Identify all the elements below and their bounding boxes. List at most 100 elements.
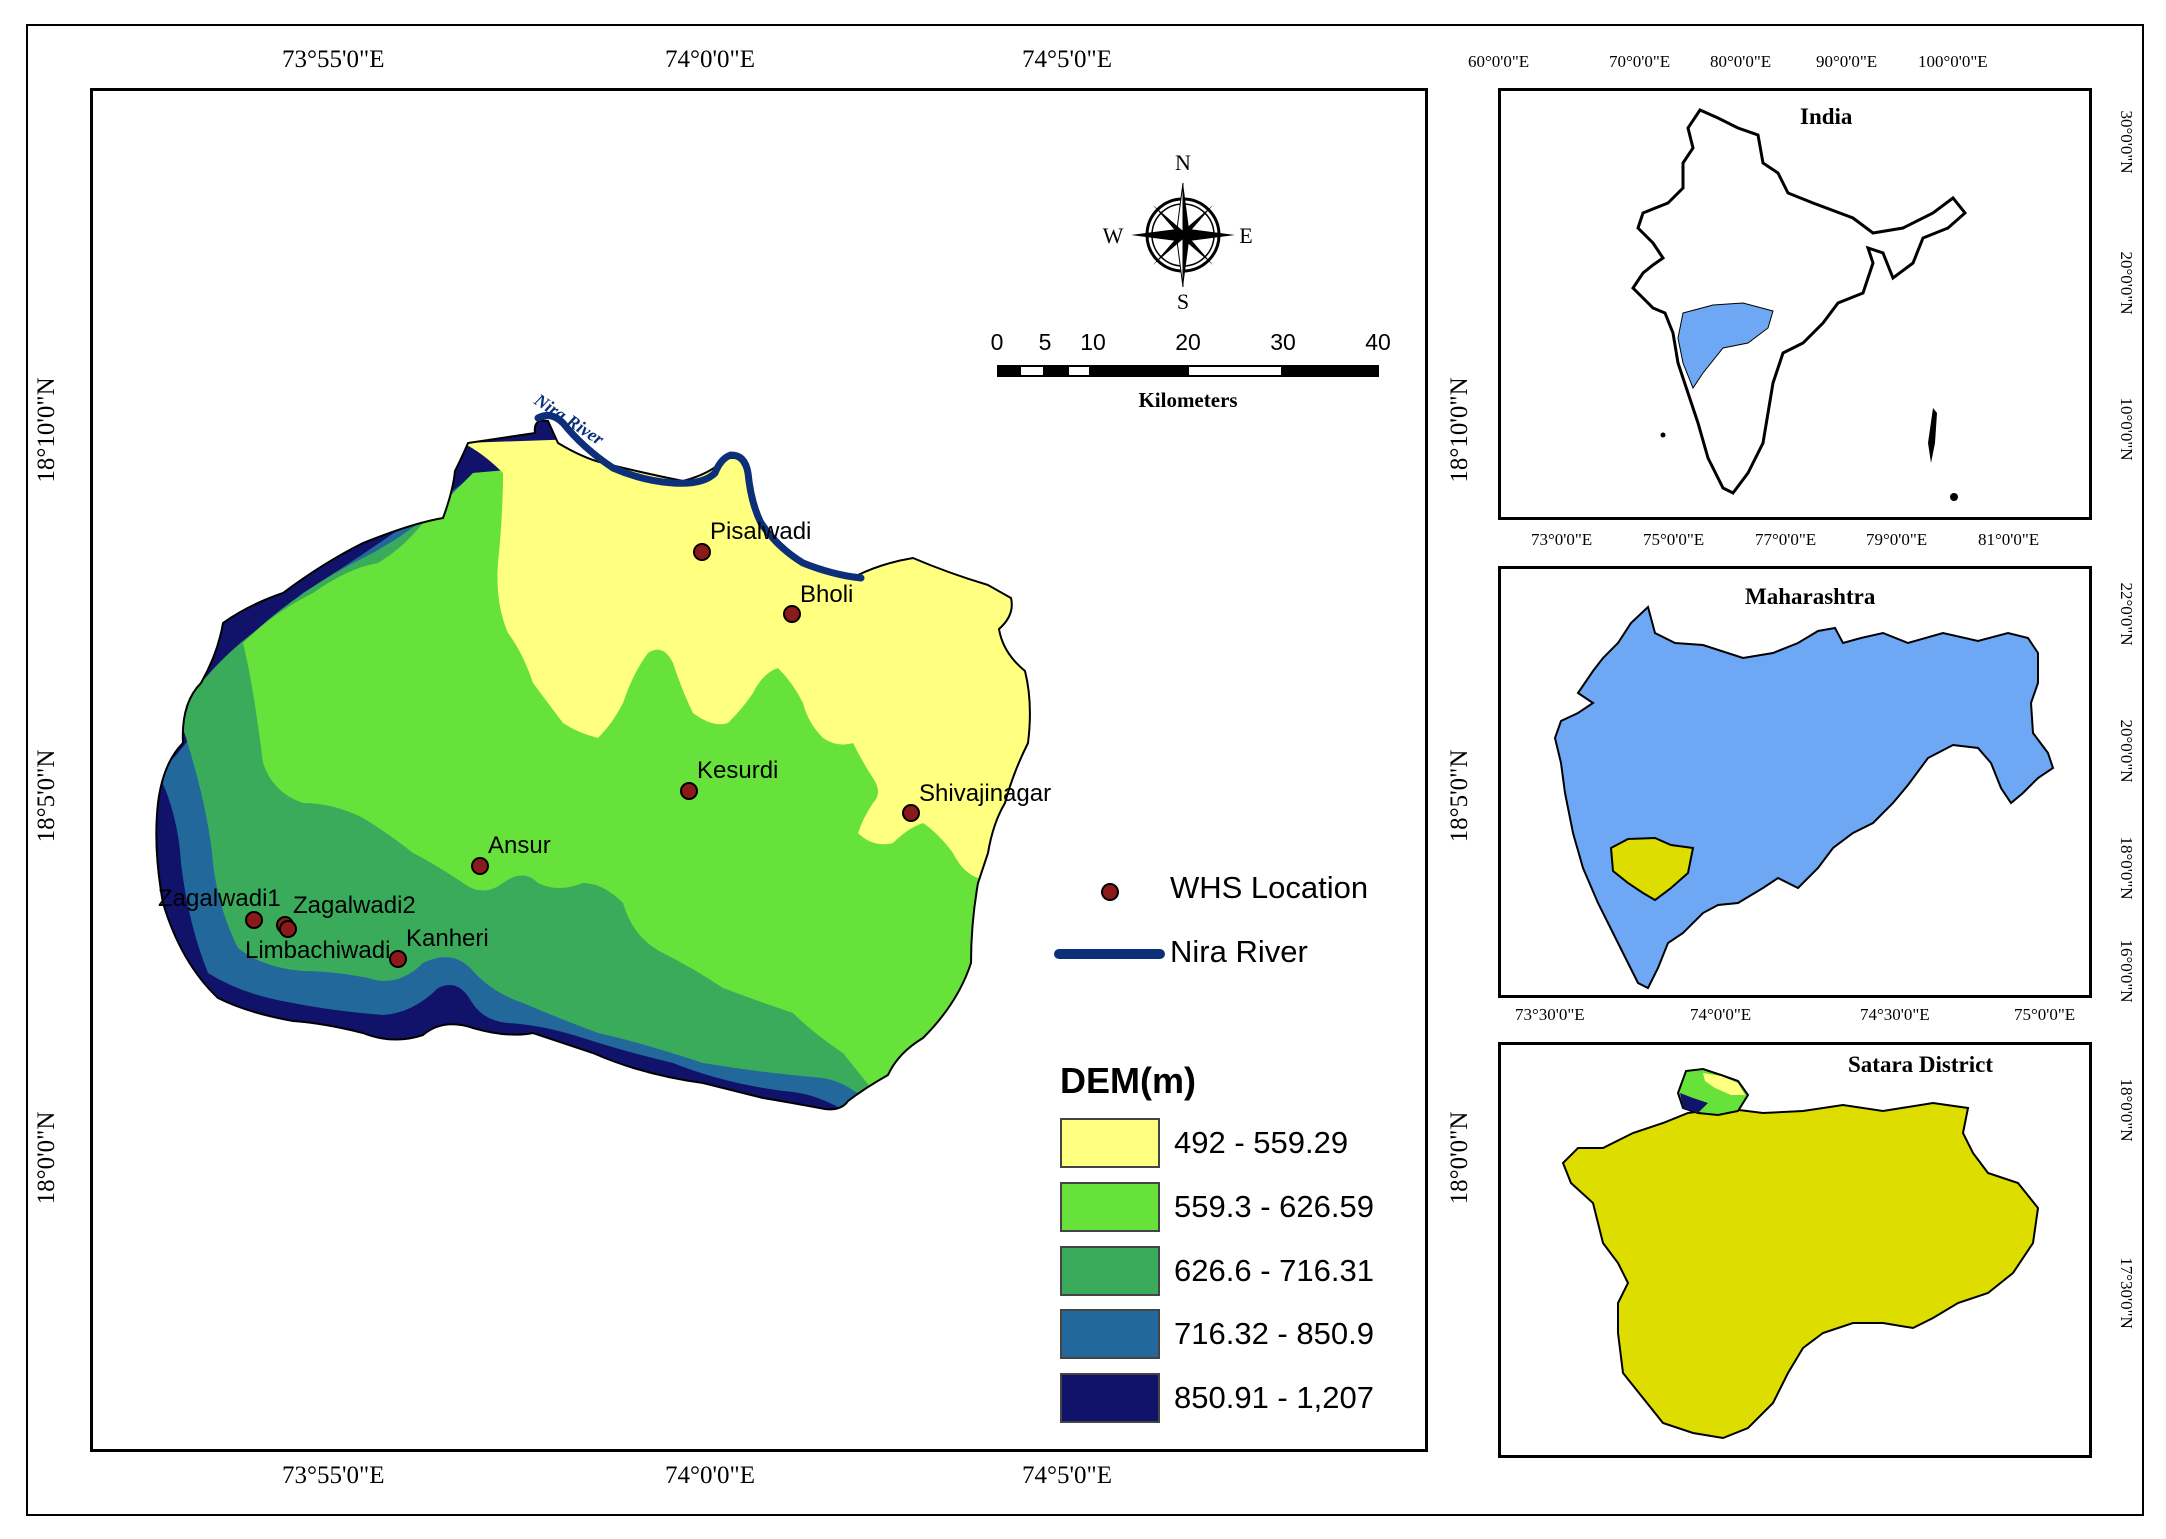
- compass-w: W: [1103, 223, 1124, 248]
- place-label: Kanheri: [406, 925, 489, 952]
- place-label: Pisalwadi: [710, 518, 811, 545]
- bottom-tick: 73°55'0"E: [282, 1462, 385, 1489]
- inset-bottom-tick: 74°30'0"E: [1860, 1005, 1930, 1024]
- india-title: India: [1800, 104, 1853, 129]
- inset-bottom-tick: 73°0'0"E: [1531, 530, 1593, 549]
- inset-top-tick: 70°0'0"E: [1609, 52, 1671, 71]
- whs-point-pisalwadi: [693, 543, 711, 561]
- whs-point-zagalwadi1: [245, 911, 263, 929]
- place-label: Shivajinagar: [919, 780, 1051, 807]
- place-label: Kesurdi: [697, 757, 778, 784]
- legend-class-label: 559.3 - 626.59: [1174, 1189, 1374, 1224]
- place-label: Bholi: [800, 581, 853, 608]
- scale-tick: 40: [1365, 329, 1391, 355]
- whs-point-kesurdi: [680, 782, 698, 800]
- inset-right-tick: 18°0'0"N: [2117, 1078, 2136, 1142]
- india-inset-frame: [1498, 88, 2092, 520]
- dem-map-canvas: Nira River Pisalwadi Bholi Kesurdi Shiva…: [155, 150, 1391, 1111]
- inset-right-tick: 30°0'0"N: [2117, 110, 2136, 174]
- inset-top-tick: 80°0'0"E: [1710, 52, 1772, 71]
- nira-river: [534, 411, 865, 582]
- scale-tick: 0: [991, 329, 1004, 355]
- place-label: Zagalwadi2: [293, 892, 416, 919]
- india-outline: [1631, 108, 1968, 495]
- compass-e: E: [1239, 223, 1252, 248]
- legend-swatch-4: [1060, 1309, 1160, 1359]
- left-tick: 18°10'0"N: [33, 377, 60, 483]
- place-label: Limbachiwadi: [245, 937, 390, 964]
- bottom-tick: 74°5'0"E: [1022, 1462, 1112, 1489]
- main-map-frame: Nira River Pisalwadi Bholi Kesurdi Shiva…: [90, 88, 1428, 1452]
- bottom-tick: 74°0'0"E: [665, 1462, 755, 1489]
- left-tick: 18°0'0"N: [33, 1111, 60, 1205]
- whs-point-bholi: [783, 605, 801, 623]
- inset-bottom-tick: 75°0'0"E: [2014, 1005, 2076, 1024]
- inset-bottom-tick: 75°0'0"E: [1643, 530, 1705, 549]
- inset-bottom-tick: 73°30'0"E: [1515, 1005, 1585, 1024]
- legend-swatch-2: [1060, 1182, 1160, 1232]
- scale-tick: 5: [1039, 329, 1052, 355]
- inset-right-tick: 20°0'0"N: [2117, 251, 2136, 315]
- top-tick: 73°55'0"E: [282, 46, 385, 73]
- satara-outline: [1561, 1101, 2040, 1440]
- maharashtra-title: Maharashtra: [1745, 584, 1876, 609]
- page-border: [26, 24, 2144, 1516]
- inset-right-tick: 10°0'0"N: [2117, 397, 2136, 461]
- legend-class-label: 626.6 - 716.31: [1174, 1253, 1374, 1288]
- satara-title: Satara District: [1848, 1052, 1993, 1077]
- scale-unit: Kilometers: [1138, 388, 1237, 412]
- right-tick: 18°5'0"N: [1446, 749, 1473, 843]
- inset-bottom-tick: 81°0'0"E: [1978, 530, 2040, 549]
- inset-bottom-tick: 79°0'0"E: [1866, 530, 1928, 549]
- satara-study-area-high: [1703, 1073, 1745, 1095]
- right-tick: 18°0'0"N: [1446, 1111, 1473, 1205]
- whs-point-kanheri: [389, 950, 407, 968]
- inset-right-tick: 17°30'0"N: [2117, 1257, 2136, 1329]
- whs-point-limbachiwadi: [279, 920, 297, 938]
- inset-bottom-tick: 74°0'0"E: [1690, 1005, 1752, 1024]
- scale-tick: 10: [1080, 329, 1106, 355]
- legend-dem-title: DEM(m): [1060, 1060, 1196, 1101]
- inset-bottom-tick: 77°0'0"E: [1755, 530, 1817, 549]
- top-tick: 74°0'0"E: [665, 46, 755, 73]
- legend-class-label: 716.32 - 850.9: [1174, 1316, 1374, 1351]
- legend-whs-symbol: [1101, 883, 1119, 901]
- satara-inset-frame: [1498, 1042, 2092, 1458]
- satara-study-area-low: [1680, 1093, 1708, 1113]
- inset-right-tick: 16°0'0"N: [2117, 939, 2136, 1003]
- place-label: Ansur: [488, 832, 551, 859]
- scale-tick: 30: [1270, 329, 1296, 355]
- left-tick: 18°5'0"N: [33, 749, 60, 843]
- maharashtra-outline: [1553, 605, 2055, 990]
- maharashtra-map: [1553, 605, 2055, 990]
- inset-right-tick: 18°0'0"N: [2117, 836, 2136, 900]
- whs-point-ansur: [471, 857, 489, 875]
- inset-top-tick: 90°0'0"E: [1816, 52, 1878, 71]
- inset-right-tick: 20°0'0"N: [2117, 719, 2136, 783]
- inset-top-tick: 60°0'0"E: [1468, 52, 1530, 71]
- legend-whs-label: WHS Location: [1170, 870, 1369, 905]
- place-label: Zagalwadi1: [158, 885, 281, 912]
- andaman-islands: [1928, 408, 1937, 463]
- whs-point-shivajinagar: [902, 804, 920, 822]
- india-highlight-maharashtra: [1677, 302, 1774, 390]
- north-arrow-icon: [1131, 182, 1235, 288]
- legend-class-label: 850.91 - 1,207: [1174, 1380, 1374, 1415]
- inset-top-tick: 100°0'0"E: [1918, 52, 1988, 71]
- legend-swatch-5: [1060, 1373, 1160, 1423]
- satara-map: [1561, 1067, 2040, 1440]
- whs-points: [245, 543, 920, 968]
- maharashtra-highlight-satara: [1609, 836, 1695, 902]
- scale-bar: [997, 365, 1379, 377]
- scale-tick: 20: [1175, 329, 1201, 355]
- legend-swatch-3: [1060, 1246, 1160, 1296]
- inset-right-tick: 22°0'0"N: [2117, 582, 2136, 646]
- compass-s: S: [1177, 289, 1189, 314]
- india-map: [1631, 108, 1968, 501]
- compass-n: N: [1175, 150, 1191, 175]
- nicobar-islands: [1950, 493, 1958, 501]
- legend-river-label: Nira River: [1170, 934, 1308, 969]
- legend-swatch-1: [1060, 1118, 1160, 1168]
- maharashtra-inset-frame: [1498, 566, 2092, 998]
- right-tick: 18°10'0"N: [1446, 377, 1473, 483]
